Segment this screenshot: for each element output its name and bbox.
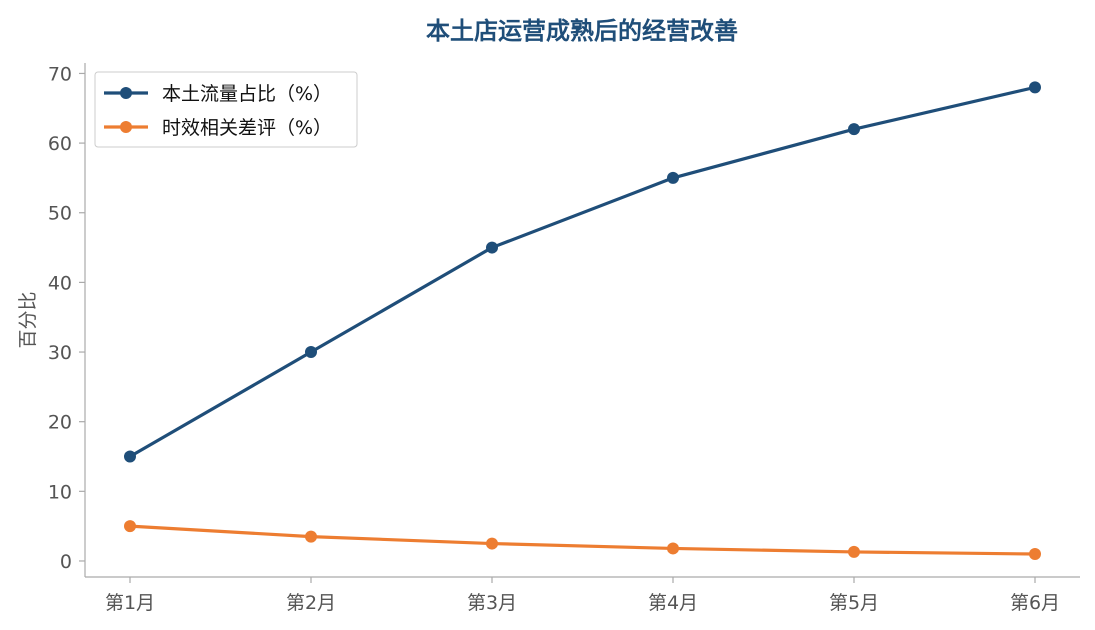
- y-tick-label: 20: [48, 412, 72, 434]
- x-tick-label: 第3月: [467, 592, 517, 614]
- data-point: [848, 123, 860, 136]
- x-tick-label: 第5月: [829, 592, 879, 614]
- data-point: [124, 450, 136, 463]
- legend-box: [94, 71, 358, 148]
- x-tick-label: 第2月: [286, 592, 336, 614]
- y-tick-label: 30: [48, 342, 72, 364]
- y-axis-label: 百分比: [17, 291, 39, 348]
- legend-marker: [120, 87, 132, 99]
- y-ticks: 0 10 20 30 40 50 60 70: [48, 63, 85, 573]
- y-tick-label: 70: [48, 63, 72, 85]
- series-layer: [124, 81, 1041, 561]
- legend-label: 本土流量占比（%）: [162, 83, 332, 105]
- x-tick-label: 第1月: [105, 592, 155, 614]
- y-tick-label: 0: [60, 551, 72, 573]
- legend: 本土流量占比（%） 时效相关差评（%）: [94, 71, 358, 148]
- x-tick-label: 第6月: [1010, 592, 1060, 614]
- data-point: [848, 545, 860, 558]
- y-tick-label: 10: [48, 481, 72, 503]
- x-ticks: 第1月 第2月 第3月 第4月 第5月 第6月: [105, 577, 1060, 614]
- data-point: [667, 542, 679, 555]
- data-point: [1029, 81, 1041, 94]
- data-point: [124, 520, 136, 533]
- y-tick-label: 50: [48, 203, 72, 225]
- series-line-2: [128, 524, 1037, 556]
- data-point: [305, 346, 317, 359]
- legend-marker: [120, 121, 132, 133]
- data-point: [486, 537, 498, 550]
- y-tick-label: 40: [48, 272, 72, 294]
- data-point: [305, 530, 317, 543]
- legend-label: 时效相关差评（%）: [162, 117, 332, 139]
- x-tick-label: 第4月: [648, 592, 698, 614]
- data-point: [486, 241, 498, 254]
- y-tick-label: 60: [48, 133, 72, 155]
- data-point: [1029, 548, 1041, 561]
- data-point: [667, 171, 679, 184]
- chart-title: 本土店运营成熟后的经营改善: [426, 17, 738, 45]
- series-line-1: [128, 85, 1037, 459]
